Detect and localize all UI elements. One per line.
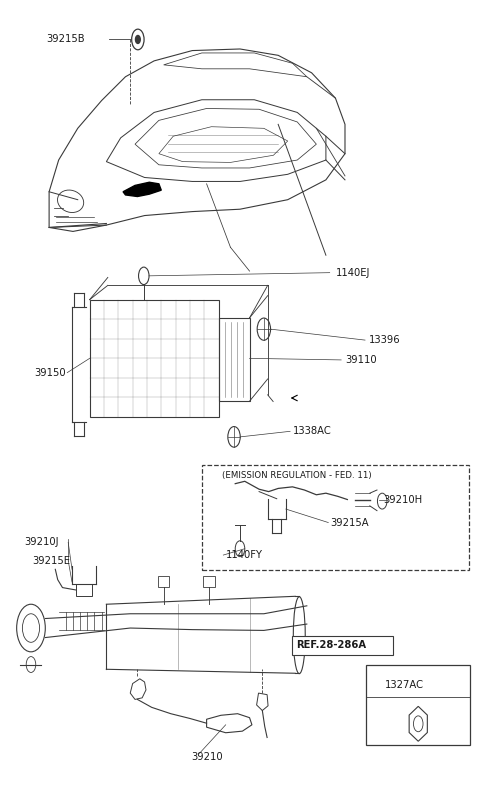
Bar (218, 318, 250, 401)
Bar (158, 576, 169, 587)
Text: 39210H: 39210H (383, 494, 422, 505)
Text: (EMISSION REGULATION - FED. 11): (EMISSION REGULATION - FED. 11) (222, 471, 372, 480)
Text: 39215A: 39215A (331, 517, 369, 528)
Circle shape (135, 36, 140, 44)
Text: 39210J: 39210J (24, 537, 59, 548)
Text: 1327AC: 1327AC (385, 680, 424, 690)
Bar (90, 299, 218, 417)
Bar (202, 466, 469, 570)
Text: REF.28-286A: REF.28-286A (296, 641, 366, 650)
Text: 39215E: 39215E (33, 556, 71, 566)
Bar (203, 576, 215, 587)
Text: 39150: 39150 (34, 368, 66, 377)
Text: 39215B: 39215B (46, 34, 85, 45)
Bar (366, 665, 470, 745)
Text: 39210: 39210 (191, 751, 222, 762)
Polygon shape (123, 182, 161, 197)
Text: 39110: 39110 (345, 355, 377, 365)
Text: 1338AC: 1338AC (292, 427, 331, 436)
Text: 1140FY: 1140FY (226, 550, 263, 560)
Bar (76, 583, 92, 596)
Text: 13396: 13396 (369, 335, 400, 345)
Bar (291, 636, 393, 655)
Text: 1140EJ: 1140EJ (336, 267, 370, 278)
